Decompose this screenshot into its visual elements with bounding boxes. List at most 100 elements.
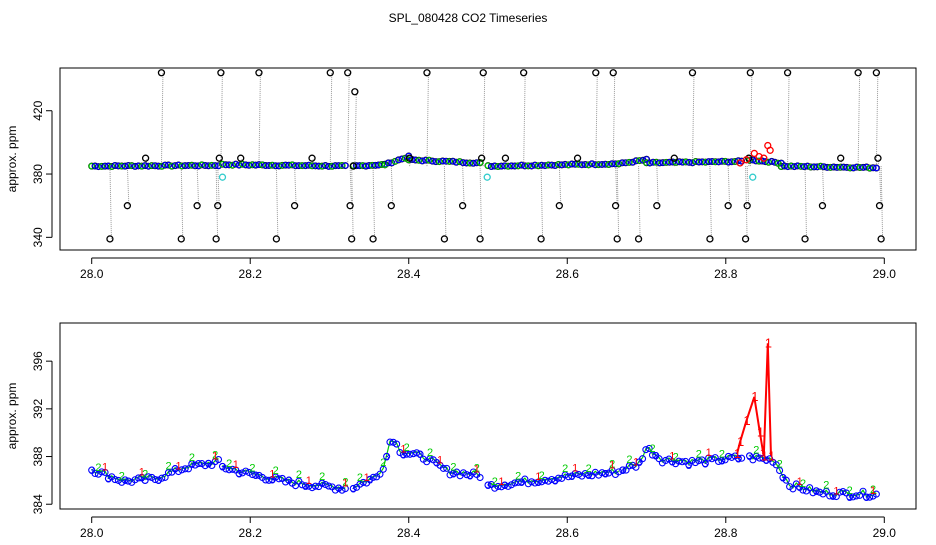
- baseline-point: [466, 159, 474, 167]
- digit-label: 2: [870, 484, 876, 496]
- baseline-point: [141, 162, 149, 169]
- baseline-point: [541, 162, 549, 169]
- digit-label: 1: [760, 447, 766, 459]
- spike-line: [746, 166, 750, 206]
- series-point: [812, 487, 820, 495]
- spike-line: [749, 72, 753, 167]
- baseline-point: [115, 162, 122, 170]
- spike-point: [272, 235, 281, 243]
- spike-line: [294, 166, 297, 206]
- baseline-point: [669, 158, 676, 166]
- baseline-point: [125, 162, 132, 169]
- baseline-point: [318, 162, 326, 170]
- spike-line: [311, 158, 315, 167]
- baseline-point: [422, 156, 429, 164]
- digit-label: 2: [165, 461, 171, 473]
- baseline-point: [521, 162, 529, 170]
- digit-label: 3: [847, 492, 853, 504]
- series-point: [349, 484, 357, 493]
- baseline-point: [168, 162, 175, 170]
- baseline-point: [470, 160, 477, 167]
- spike-point: [348, 235, 356, 243]
- series-point: [439, 464, 447, 472]
- digit-label: 3: [139, 472, 145, 484]
- series-point: [301, 482, 310, 490]
- baseline-point: [830, 163, 837, 171]
- series-point: [832, 492, 840, 501]
- series-point: [839, 488, 847, 496]
- series-point: [514, 478, 522, 486]
- baseline-point: [165, 161, 172, 169]
- digit-label: 3: [797, 482, 803, 494]
- red-digit-label: 1: [734, 446, 741, 461]
- series-point: [413, 449, 421, 457]
- baseline-point: [372, 162, 379, 169]
- spike-point: [344, 69, 352, 77]
- series-point: [538, 478, 546, 486]
- baseline-point: [531, 161, 539, 169]
- series-point: [504, 482, 512, 490]
- baseline-point: [188, 162, 196, 169]
- baseline-point: [659, 159, 667, 166]
- baseline-point: [840, 163, 847, 171]
- spike-line: [180, 166, 184, 239]
- series-point: [379, 465, 387, 473]
- baseline-point: [820, 163, 828, 170]
- baseline-point: [101, 162, 109, 170]
- digit-label: 3: [602, 468, 608, 480]
- spike-point: [157, 69, 166, 77]
- baseline-point: [275, 162, 283, 170]
- digit-label: 3: [719, 456, 725, 468]
- baseline-point: [245, 162, 253, 169]
- baseline-point: [131, 163, 139, 170]
- spike-point: [123, 202, 132, 210]
- digit-label: 2: [273, 465, 279, 477]
- baseline-point: [155, 162, 162, 170]
- series-point: [645, 444, 653, 453]
- baseline-point: [473, 159, 480, 166]
- series-point: [476, 473, 484, 482]
- digit-label: 2: [777, 459, 783, 471]
- series-point: [531, 479, 539, 487]
- digit-label: 2: [212, 450, 218, 462]
- spike-line: [880, 166, 884, 239]
- baseline-point: [649, 159, 657, 166]
- baseline-point: [356, 162, 363, 169]
- baseline-point: [315, 162, 322, 170]
- baseline-point: [863, 163, 870, 171]
- spike-point: [592, 69, 600, 77]
- digit-label: 1: [633, 456, 639, 468]
- baseline-point: [545, 161, 552, 169]
- baseline-point: [801, 163, 808, 170]
- digit-label: 3: [384, 451, 390, 463]
- baseline-point: [856, 164, 864, 171]
- digit-label: 2: [800, 478, 806, 490]
- spike-point: [801, 235, 809, 243]
- digit-label: 2: [673, 452, 679, 464]
- baseline-point: [833, 164, 841, 171]
- panel-bottom-y-tick-label: 388: [31, 446, 45, 466]
- digit-label: 3: [219, 461, 225, 473]
- red-point: [766, 146, 774, 154]
- spike-line: [523, 72, 526, 167]
- series-point: [446, 471, 454, 479]
- series-point: [799, 486, 807, 494]
- baseline-point: [625, 159, 633, 166]
- baseline-point: [476, 159, 484, 166]
- digit-label: 1: [212, 451, 218, 463]
- series-point: [622, 466, 630, 474]
- baseline-point: [598, 161, 606, 168]
- series-point: [158, 474, 166, 482]
- digit-label: 3: [172, 464, 178, 476]
- spike-point: [369, 235, 377, 243]
- baseline-point: [242, 161, 249, 169]
- baseline-point: [860, 164, 867, 171]
- red-digit-label: 1: [757, 425, 764, 440]
- panel-bottom-y-tick-label: 396: [31, 351, 45, 371]
- baseline-point: [459, 159, 467, 166]
- digit-label: 2: [626, 454, 632, 466]
- baseline-point: [504, 163, 512, 170]
- baseline-point: [676, 158, 683, 165]
- baseline-point: [359, 162, 366, 169]
